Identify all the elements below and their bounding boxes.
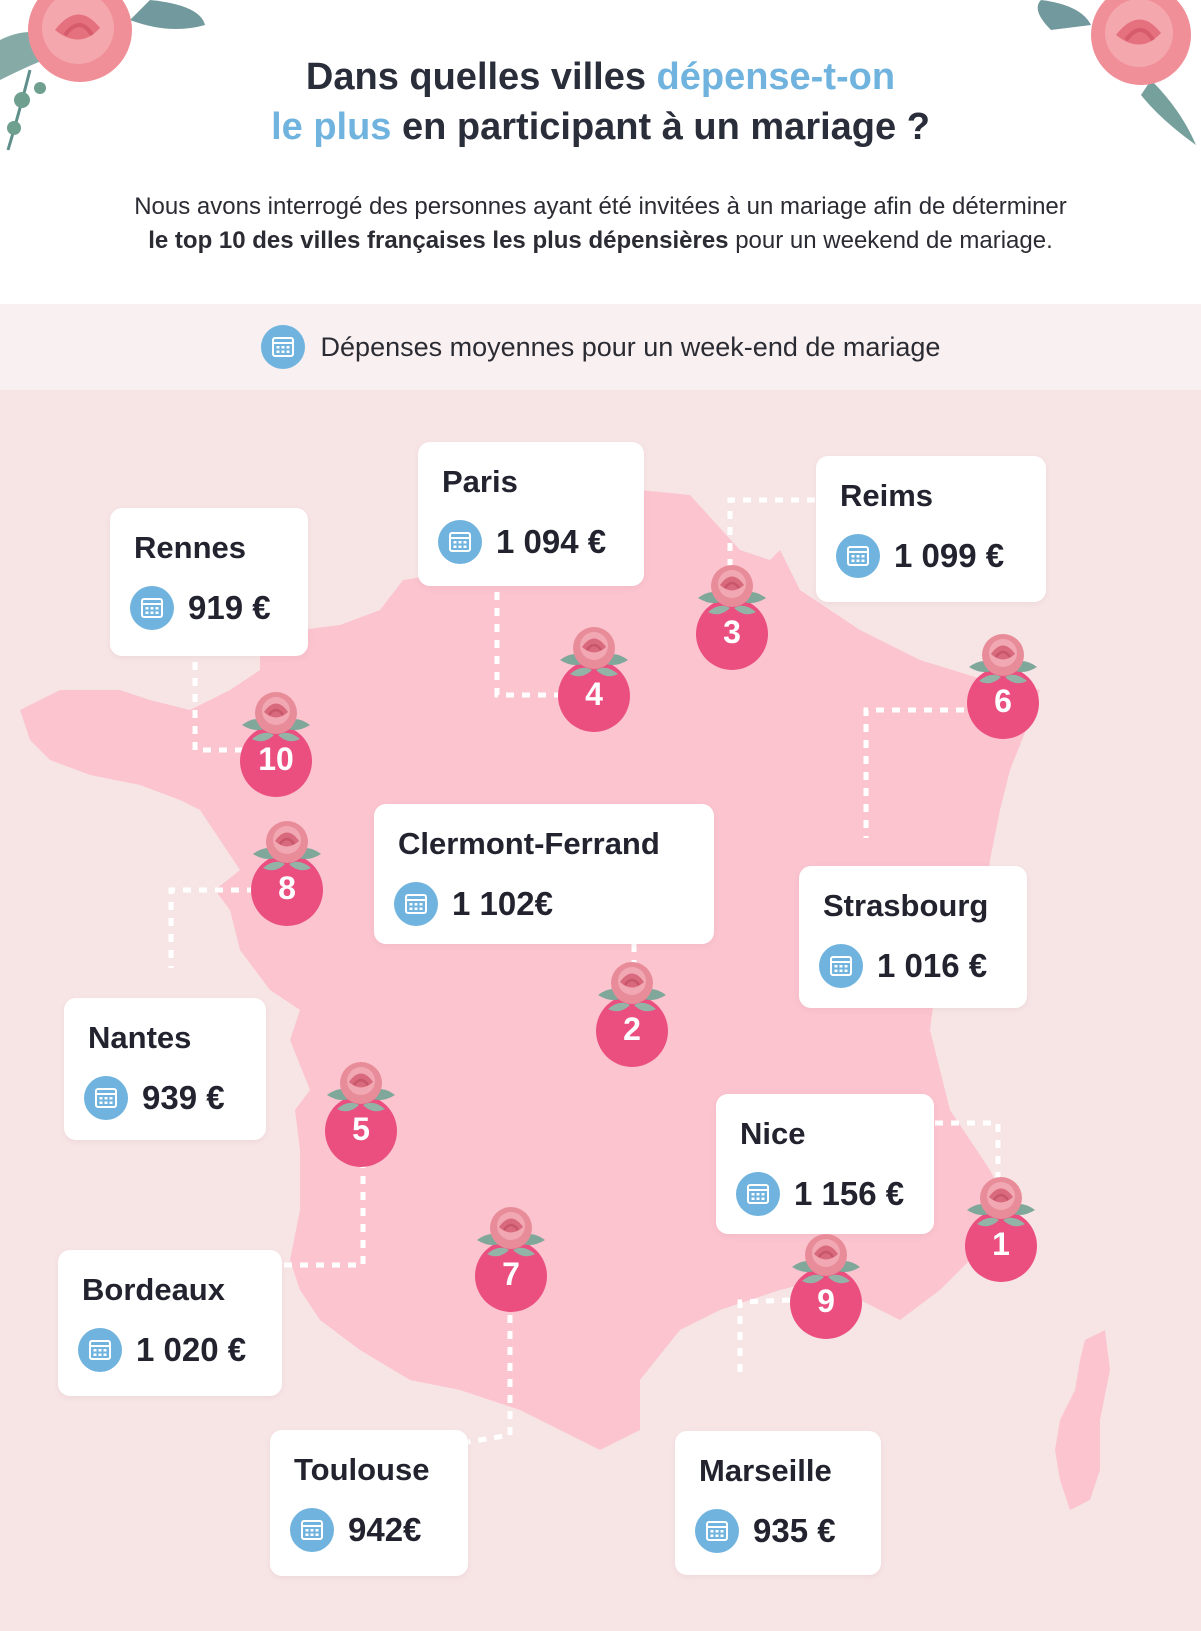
calendar-icon [78,1328,122,1372]
rank-number: 7 [502,1255,520,1292]
intro-line2-bold: le top 10 des villes françaises les plus… [148,227,729,254]
title-line2-text: en participant à un mariage ? [391,106,930,148]
rank-marker: 8 [251,854,323,926]
rank-marker: 2 [596,995,668,1067]
city-spend-row: 1 102€ [394,882,553,926]
city-card: Nice 1 156 € [716,1094,934,1234]
rank-number: 3 [723,613,741,650]
page-title: Dans quelles villes dépense-t-on le plus… [0,52,1201,152]
rank-number: 4 [585,675,603,712]
intro-line1: Nous avons interrogé des personnes ayant… [134,193,1067,220]
city-spend-row: 919 € [130,586,271,630]
city-amount: 1 099 € [894,537,1005,574]
city-spend-row: 1 099 € [836,534,1004,578]
rose-icon [963,1170,1039,1232]
rose-icon [788,1227,864,1289]
city-card: Rennes 919 € [110,508,308,656]
city-card: Strasbourg 1 016 € [799,866,1027,1008]
city-amount: 919 € [188,589,271,626]
city-card: Bordeaux 1 020 € [58,1250,282,1396]
rose-icon [965,627,1041,689]
title-line1-text: Dans quelles villes [305,56,657,98]
calendar-icon [290,1508,334,1552]
calendar-icon [736,1172,780,1216]
city-amount: 1 020 € [136,1331,247,1368]
rank-marker: 4 [558,660,630,732]
city-name: Nantes [88,1020,192,1055]
rose-icon [249,814,325,876]
france-map: Nice 1 156 € 1 Clermont-Ferrand 1 102€ 2 Reims… [0,390,1201,1631]
rank-number: 10 [258,740,294,777]
rank-marker: 6 [967,667,1039,739]
intro-text: Nous avons interrogé des personnes ayant… [60,190,1141,258]
city-card: Marseille 935 € [675,1431,881,1575]
city-spend-row: 1 094 € [438,520,606,564]
legend-band: Dépenses moyennes pour un week-end de ma… [0,304,1201,390]
calendar-icon [836,534,880,578]
city-name: Toulouse [294,1452,430,1487]
city-spend-row: 942€ [290,1508,421,1552]
rank-number: 1 [992,1225,1010,1262]
city-amount: 1 016 € [877,947,988,984]
rank-marker: 10 [240,725,312,797]
city-card: Clermont-Ferrand 1 102€ [374,804,714,944]
city-amount: 942€ [348,1511,422,1548]
city-amount: 1 156 € [794,1175,905,1212]
rank-marker: 3 [696,598,768,670]
city-card: Reims 1 099 € [816,456,1046,602]
city-spend-row: 1 016 € [819,944,987,988]
rose-icon [556,620,632,682]
city-name: Strasbourg [823,888,989,923]
rank-marker: 5 [325,1095,397,1167]
city-amount: 1 094 € [496,523,607,560]
city-spend-row: 1 156 € [736,1172,904,1216]
rank-marker: 1 [965,1210,1037,1282]
rank-number: 5 [352,1110,370,1147]
rank-number: 8 [278,869,296,906]
city-name: Bordeaux [82,1272,225,1307]
calendar-icon [130,586,174,630]
rose-icon [594,955,670,1017]
calendar-icon [819,944,863,988]
city-name: Reims [840,478,934,513]
city-amount: 939 € [142,1079,225,1116]
intro-line2-rest: pour un weekend de mariage. [728,227,1053,254]
title-line2-accent: le plus [271,106,392,148]
city-spend-row: 935 € [695,1509,836,1553]
city-spend-row: 939 € [84,1076,225,1120]
title-line1-accent: dépense-t-on [656,56,896,98]
rank-marker: 7 [475,1240,547,1312]
calendar-icon [695,1509,739,1553]
city-name: Nice [740,1116,806,1151]
calendar-icon [438,520,482,564]
legend-label: Dépenses moyennes pour un week-end de ma… [320,331,941,362]
calendar-icon [394,882,438,926]
city-card: Paris 1 094 € [418,442,644,586]
city-amount: 1 102€ [452,885,553,922]
legend: Dépenses moyennes pour un week-end de ma… [0,304,1201,390]
city-name: Marseille [699,1453,832,1488]
city-spend-row: 1 020 € [78,1328,246,1372]
city-amount: 935 € [753,1512,836,1549]
calendar-icon [260,325,305,369]
rank-marker: 9 [790,1267,862,1339]
city-card: Toulouse 942€ [270,1430,468,1576]
rank-number: 9 [817,1282,835,1319]
city-card: Nantes 939 € [64,998,266,1140]
city-name: Clermont-Ferrand [398,826,660,861]
rose-icon [473,1200,549,1262]
rose-icon [323,1055,399,1117]
corner-rose-right-illustration [1037,0,1196,145]
rose-icon [238,685,314,747]
calendar-icon [84,1076,128,1120]
rose-icon [694,558,770,620]
rank-number: 2 [623,1010,641,1047]
rank-number: 6 [994,682,1012,719]
corner-rose-left-illustration [0,0,205,151]
city-name: Paris [442,464,518,499]
city-name: Rennes [134,530,246,565]
